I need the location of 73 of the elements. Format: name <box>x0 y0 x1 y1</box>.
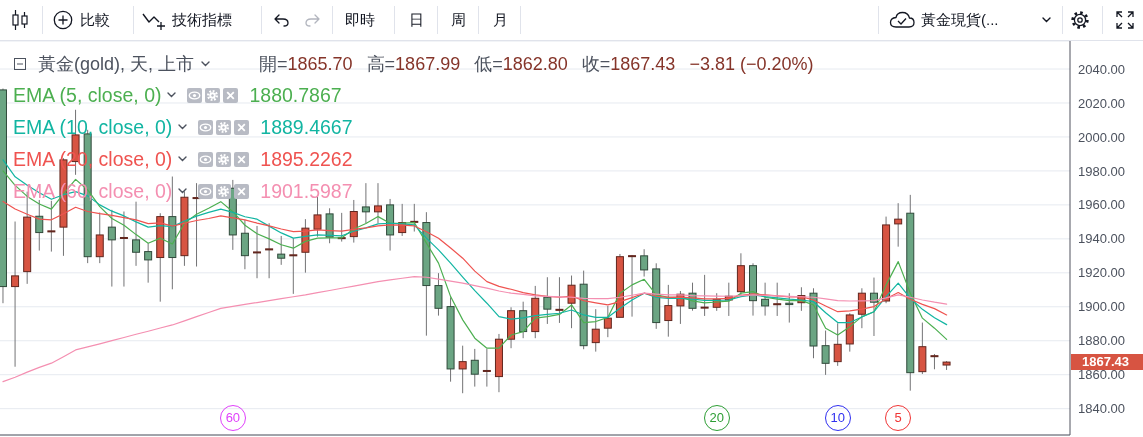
candlestick <box>144 242 153 284</box>
candlestick <box>373 182 382 224</box>
annotation: 1889.4667 <box>260 115 353 139</box>
candlestick <box>95 212 104 264</box>
annotation: 1880.7867 <box>249 83 342 107</box>
annotation: 1901.5987 <box>260 179 353 203</box>
candlestick <box>833 322 842 367</box>
candlestick <box>603 305 612 338</box>
candlestick <box>628 254 637 318</box>
text: 比較 <box>80 11 110 28</box>
y-tick-label: 1980.00 <box>1078 163 1125 179</box>
line-series <box>2 275 948 383</box>
y-tick-label: 1860.00 <box>1078 367 1125 383</box>
y-tick-label: 1940.00 <box>1078 231 1125 247</box>
annotation: 低=1862.80 <box>474 54 568 74</box>
text: 黃金(gold), 天, 上市 <box>38 53 195 76</box>
candlestick <box>434 272 443 317</box>
candlestick <box>700 274 709 317</box>
candlestick <box>253 225 262 279</box>
candlestick <box>132 201 141 267</box>
candlestick <box>664 284 673 338</box>
annotation: 開=1865.70 <box>259 54 353 74</box>
y-tick-label: 1960.00 <box>1078 197 1125 213</box>
candlestick <box>11 221 20 368</box>
candlestick <box>458 345 467 394</box>
candlestick <box>470 348 479 388</box>
candlestick <box>567 275 576 329</box>
line-series <box>2 200 948 316</box>
text: 即時 <box>345 11 375 28</box>
candlestick <box>47 200 56 253</box>
candlestick <box>821 330 830 376</box>
candlestick <box>119 211 128 288</box>
annotation: 20 <box>709 410 724 425</box>
y-tick-label: 1920.00 <box>1078 265 1125 281</box>
candlestick <box>361 182 370 224</box>
candlestick <box>35 199 44 252</box>
text: 月 <box>493 11 508 28</box>
annotation: 10 <box>830 410 845 425</box>
text: 日 <box>409 11 424 28</box>
candlestick <box>240 219 249 270</box>
candlestick <box>107 209 116 288</box>
candlestick <box>761 282 770 317</box>
candlestick <box>277 235 286 266</box>
candlestick <box>325 207 334 244</box>
text: 1867.43 <box>1082 354 1129 370</box>
annotation: −3.81 (−0.20%) <box>689 53 814 74</box>
y-tick-label: 1840.00 <box>1078 401 1125 417</box>
annotation: 5 <box>894 410 902 425</box>
series-label: EMA (20, close, 0) <box>13 147 173 171</box>
candlestick <box>313 196 322 238</box>
line-series <box>2 170 948 349</box>
candlestick <box>640 248 649 278</box>
candlestick <box>773 282 782 317</box>
candlestick <box>894 202 903 248</box>
y-tick-label: 2020.00 <box>1078 95 1125 111</box>
annotation: 收=1867.43 <box>581 54 676 74</box>
annotation: 高=1867.99 <box>366 54 461 74</box>
candlestick <box>289 237 298 295</box>
text: EMA (5, close, 0) <box>13 83 162 107</box>
candlestick <box>591 308 600 353</box>
candlestick <box>543 276 552 325</box>
y-tick-label: 1900.00 <box>1078 299 1125 315</box>
text: 周 <box>451 11 466 28</box>
annotation: 1895.2262 <box>260 147 353 171</box>
candlestick <box>482 348 491 388</box>
annotation: 60 <box>225 410 241 425</box>
candlestick <box>555 276 564 324</box>
y-tick-label: 2040.00 <box>1078 61 1125 77</box>
text: 技術指標 <box>172 11 232 28</box>
candlestick <box>265 222 274 279</box>
y-tick-label: 1880.00 <box>1078 333 1125 349</box>
y-tick-label: 2000.00 <box>1078 129 1125 145</box>
text: 黃金現貨(... <box>921 11 999 28</box>
